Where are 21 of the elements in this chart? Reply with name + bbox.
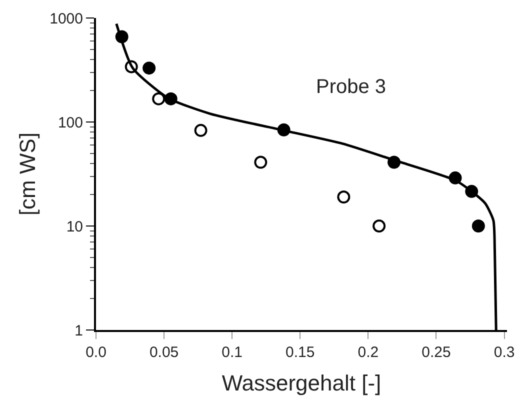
x-tick-label: 0.05 [149,344,179,361]
x-tick-label: 0.1 [222,344,243,361]
y-tick-label: 1000 [50,10,83,28]
point [372,220,386,232]
point [254,156,268,169]
annotation: Probe 3 [316,76,386,98]
x-tick-label: 0.0 [86,344,106,361]
y-tick-label: 100 [58,114,83,132]
point [472,220,485,232]
x-tick-label: 0.3 [494,344,515,361]
x-tick-label: 0.2 [358,344,379,361]
x-tick-label: 0.25 [422,344,451,361]
point [142,62,156,75]
x-tick-label: 0.15 [286,344,315,361]
y-tick-label: 1 [74,322,83,340]
y-tick-label: 10 [66,218,83,236]
point [337,190,350,204]
x-axis-title: Wassergehalt [-] [222,370,382,396]
point [152,92,166,106]
y-axis-title: [cm WS] [14,132,40,216]
point [194,124,208,137]
